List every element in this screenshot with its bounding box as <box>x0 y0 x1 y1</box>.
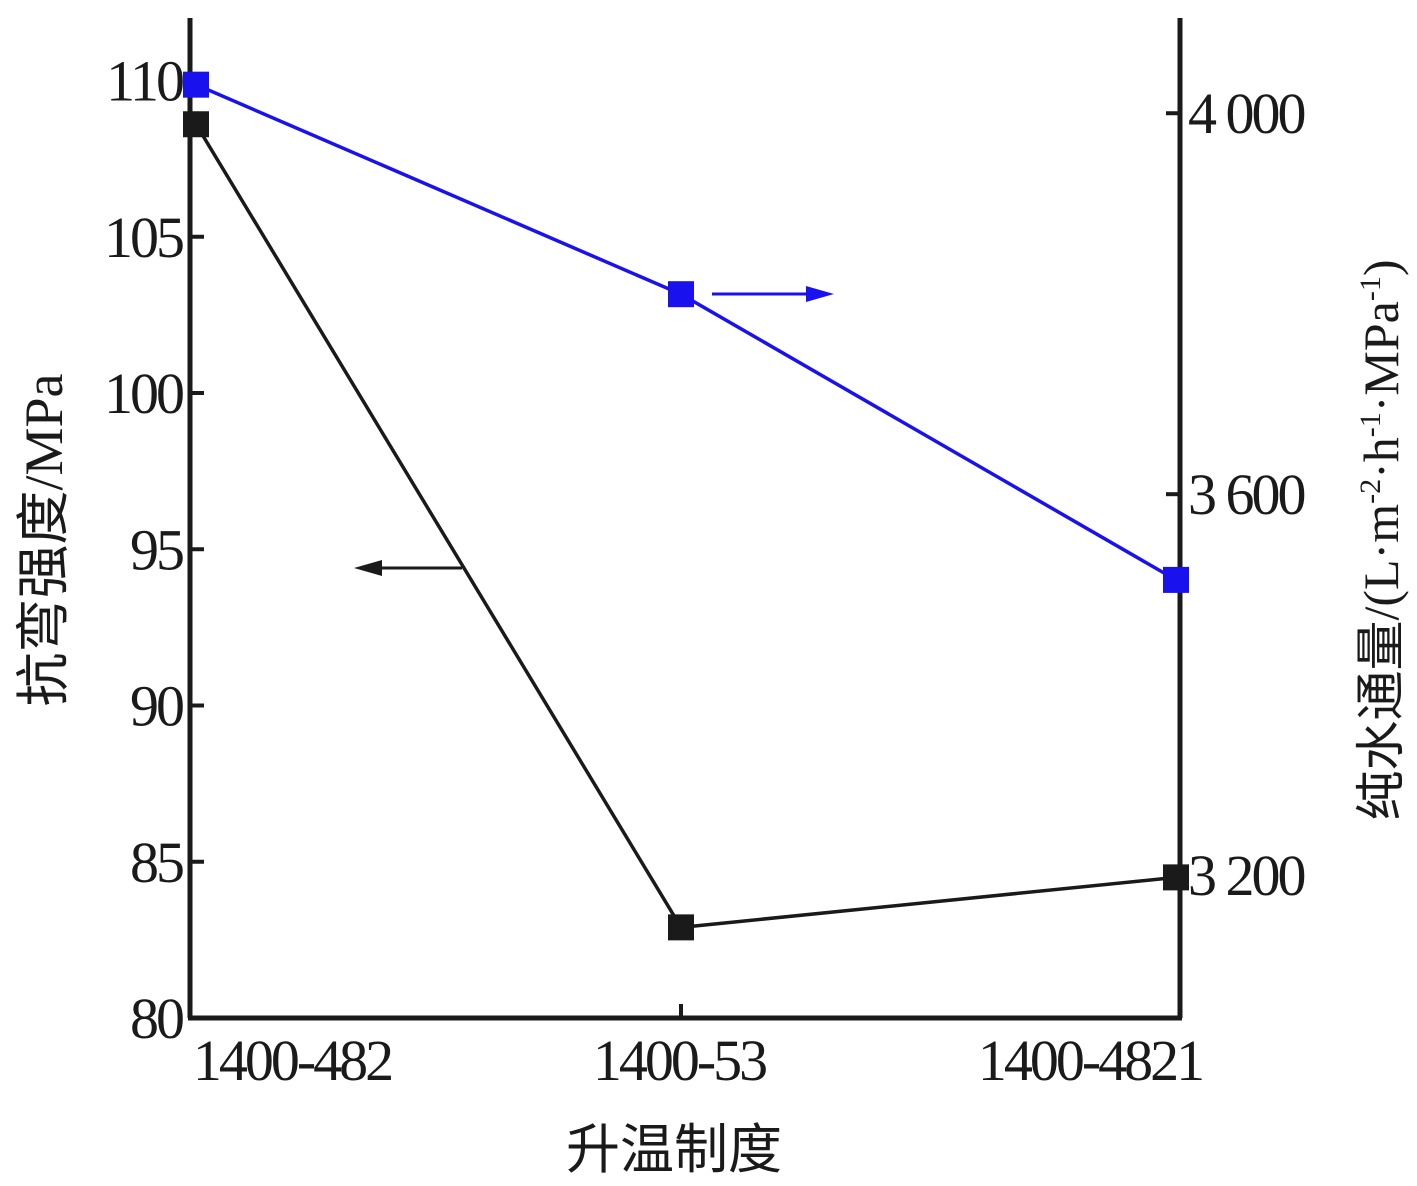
data-point-right <box>1163 566 1189 593</box>
y-right-title-superscript: -1 <box>1354 412 1387 437</box>
y-right-title-part: ·h <box>1353 437 1409 479</box>
y-left-axis-title: 抗弯强度/MPa <box>14 373 74 706</box>
series-line-right <box>195 83 1177 582</box>
data-point-left <box>183 111 209 138</box>
y-left-tick-label: 105 <box>104 205 183 270</box>
series-layer <box>183 71 1189 941</box>
data-point-right <box>183 71 209 98</box>
y-left-tick-label: 80 <box>130 986 183 1051</box>
y-left-tick-label: 110 <box>106 49 183 114</box>
axes-layer: 80 85 90 95 100 105 110 3 200 3 600 4 000 1400-482… <box>104 18 1308 1093</box>
series-line-left <box>194 123 1177 930</box>
data-point-left <box>668 914 694 941</box>
x-tick-label: 1400-4821 <box>978 1028 1202 1093</box>
arrow-to-left-axis-head <box>354 560 382 576</box>
arrow-to-right-axis-head <box>806 286 834 302</box>
y-left-tick-label: 100 <box>104 361 183 426</box>
y-right-axis-title: 纯水通量/(L·m-2·h-1·MPa-1) <box>1353 259 1409 820</box>
y-left-tick-label: 85 <box>130 830 183 895</box>
y-left-tick-label: 95 <box>130 517 183 582</box>
x-tick-label: 1400-53 <box>593 1028 766 1093</box>
x-axis-title: 升温制度 <box>566 1120 782 1180</box>
y-right-tick-label: 3 600 <box>1188 462 1305 527</box>
labels-layer: 升温制度 抗弯强度/MPa 纯水通量/(L·m-2·h-1·MPa-1) <box>14 259 1409 1180</box>
y-right-title-superscript: -2 <box>1354 479 1387 504</box>
y-right-title-part: ) <box>1353 259 1409 276</box>
x-tick-label: 1400-482 <box>193 1028 391 1093</box>
data-point-right <box>668 281 694 308</box>
y-right-title-part: 纯水通量/(L·m <box>1353 504 1409 821</box>
y-right-tick-label: 4 000 <box>1188 81 1305 146</box>
y-right-tick-label: 3 200 <box>1188 843 1305 908</box>
y-right-title-part: ·MPa <box>1353 301 1409 412</box>
y-left-tick-label: 90 <box>130 674 183 739</box>
y-right-title-superscript: -1 <box>1354 276 1387 301</box>
data-point-left <box>1163 864 1189 891</box>
